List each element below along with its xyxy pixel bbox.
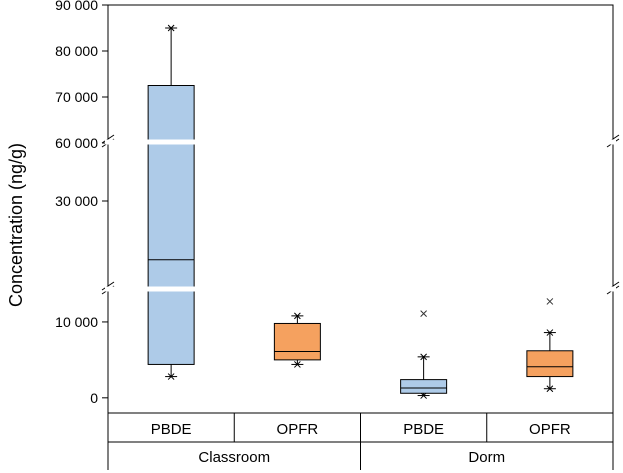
y-tick-label: 0 bbox=[90, 390, 98, 406]
box-body bbox=[273, 322, 321, 361]
group-label: Dorm bbox=[468, 449, 505, 466]
axis-break-gap bbox=[105, 139, 616, 145]
whisker-end-marker bbox=[294, 361, 301, 368]
whisker-end-marker bbox=[546, 329, 554, 336]
category-label: PBDE bbox=[151, 421, 192, 438]
category-label: OPFR bbox=[277, 421, 319, 438]
plot-area: 0 10 000 30 000 60 000 70 000 80 000 90 000 PBD… bbox=[55, 0, 620, 470]
y-tick-label: 90 000 bbox=[55, 0, 98, 13]
y-tick-label: 30 000 bbox=[55, 193, 98, 209]
axis-break-gap bbox=[105, 286, 616, 292]
box-body bbox=[147, 85, 195, 365]
y-axis-label: Concentration (ng/g) bbox=[6, 143, 26, 307]
y-tick-label: 70 000 bbox=[55, 89, 98, 105]
whisker-end-marker bbox=[167, 373, 175, 380]
outlier-marker bbox=[420, 310, 427, 317]
y-tick-label: 60 000 bbox=[55, 135, 98, 151]
axis-break-mark bbox=[101, 134, 115, 144]
whisker-end-marker bbox=[420, 353, 427, 361]
category-label: OPFR bbox=[529, 421, 571, 438]
axis-break-mark bbox=[101, 281, 115, 291]
box-body bbox=[400, 379, 448, 394]
category-label: PBDE bbox=[403, 421, 444, 438]
whisker-end-marker bbox=[167, 24, 175, 32]
box-body bbox=[526, 350, 574, 378]
group-label: Classroom bbox=[198, 449, 270, 466]
y-tick-label: 80 000 bbox=[55, 43, 98, 59]
outlier-marker bbox=[546, 298, 554, 305]
whisker-end-marker bbox=[294, 312, 301, 320]
y-tick-label: 10 000 bbox=[55, 314, 98, 330]
whisker-end-marker bbox=[546, 385, 554, 393]
